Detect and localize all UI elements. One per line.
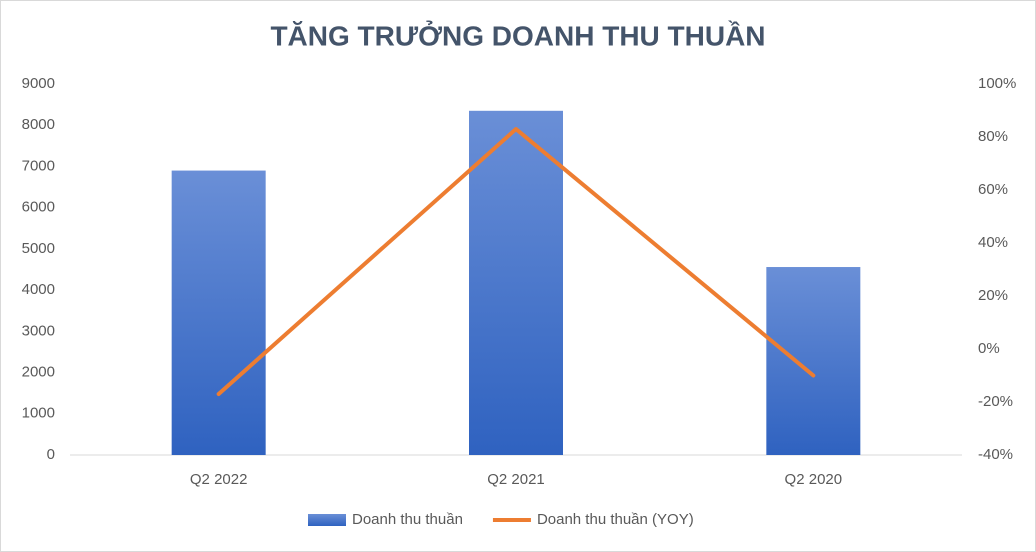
bar (171, 170, 266, 456)
bar (766, 267, 861, 455)
y2-tick-label: 80% (978, 128, 1008, 145)
y2-tick-label: 0% (978, 340, 1000, 357)
y2-tick-label: 20% (978, 287, 1008, 304)
chart-title: TĂNG TRƯỞNG DOANH THU THUẦN (270, 19, 765, 51)
x-tick-label: Q2 2022 (190, 471, 248, 488)
y-tick-label: 9000 (22, 75, 55, 92)
y2-tick-label: -20% (978, 393, 1013, 410)
y-tick-label: 0 (47, 446, 55, 463)
y2-tick-label: -40% (978, 446, 1013, 463)
y-tick-label: 1000 (22, 405, 55, 422)
y-tick-label: 7000 (22, 157, 55, 174)
y-tick-label: 5000 (22, 240, 55, 257)
y-tick-label: 6000 (22, 199, 55, 216)
x-tick-label: Q2 2020 (785, 471, 843, 488)
bar (469, 110, 563, 456)
y2-tick-label: 60% (978, 181, 1008, 198)
y-tick-label: 8000 (22, 116, 55, 133)
legend-label: Doanh thu thuần (352, 511, 463, 528)
y-tick-label: 4000 (22, 281, 55, 298)
legend-label: Doanh thu thuần (YOY) (537, 511, 694, 528)
y-tick-label: 2000 (22, 364, 55, 381)
y2-tick-label: 40% (978, 234, 1008, 251)
line (216, 127, 816, 397)
x-tick-label: Q2 2021 (487, 471, 545, 488)
legend-swatch (308, 514, 346, 526)
y-tick-label: 3000 (22, 322, 55, 339)
y2-tick-label: 100% (978, 75, 1016, 92)
